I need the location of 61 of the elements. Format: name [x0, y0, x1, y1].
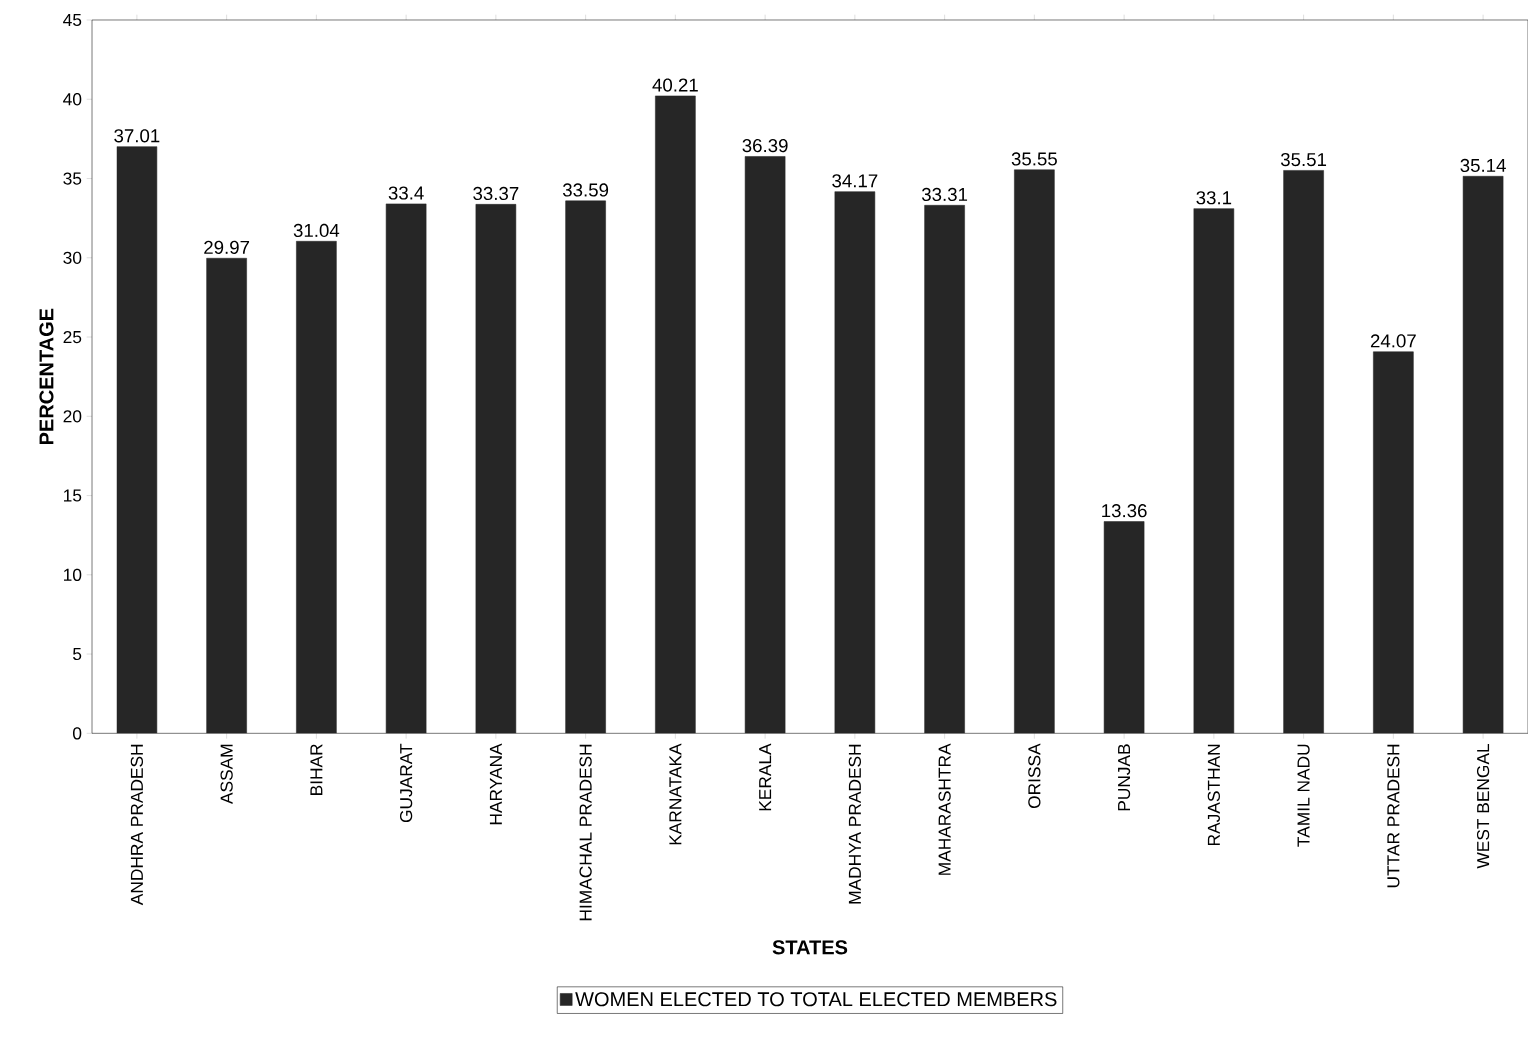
x-tick-label: ORISSA — [1028, 743, 1041, 808]
x-tick-label: MADHYA PRADESH — [848, 744, 861, 904]
bar — [206, 257, 247, 734]
data-label: 36.39 — [742, 138, 788, 153]
x-tick-label: RAJASTHAN — [1207, 744, 1220, 845]
data-label: 35.55 — [1011, 152, 1057, 166]
bar — [116, 146, 158, 734]
y-tick-label: 45 — [63, 13, 82, 26]
bar — [1103, 521, 1145, 734]
data-label: 31.04 — [293, 223, 340, 237]
data-label: 13.36 — [1102, 503, 1147, 518]
y-tick-label: 5 — [73, 647, 82, 660]
y-tick-label: 40 — [63, 92, 82, 106]
y-tick-label: 0 — [72, 727, 82, 740]
bar — [1193, 208, 1235, 734]
bar — [475, 203, 517, 734]
x-tick-label: BIHAR — [310, 744, 323, 795]
bar — [296, 240, 337, 734]
data-label: 40.21 — [652, 78, 698, 92]
x-tick-label: KARNATAKA — [669, 743, 682, 845]
x-tick-label: HARYANA — [489, 743, 502, 824]
data-label: 37.01 — [114, 129, 160, 143]
data-label: 33.59 — [562, 183, 609, 197]
data-label: 33.31 — [921, 187, 968, 201]
data-label: 35.14 — [1460, 158, 1506, 172]
x-tick-label: ASSAM — [220, 744, 233, 804]
data-label: 24.07 — [1370, 334, 1416, 348]
bar — [655, 95, 696, 734]
data-label: 34.17 — [832, 174, 878, 188]
bar — [385, 203, 427, 734]
x-tick-label: KERALA — [759, 743, 772, 811]
x-tick-label: GUJARAT — [399, 743, 413, 822]
x-tick-label: PUNJAB — [1118, 744, 1131, 811]
y-tick-label: 30 — [63, 251, 82, 264]
bar — [924, 204, 965, 734]
bar — [834, 191, 876, 734]
data-label: 33.37 — [473, 186, 519, 200]
bar — [1014, 169, 1055, 734]
y-tick-label: 15 — [64, 489, 82, 502]
y-axis-title: PERCENTAGE — [39, 308, 54, 444]
data-label: 35.51 — [1280, 152, 1327, 167]
y-tick-label: 25 — [63, 330, 82, 344]
y-tick-label: 10 — [64, 568, 82, 581]
bar — [1373, 351, 1414, 734]
x-axis-title: STATES — [772, 940, 848, 955]
x-tick-label: HIMACHAL PRADESH — [579, 744, 592, 920]
legend-label: WOMEN ELECTED TO TOTAL ELECTED MEMBERS — [575, 992, 1057, 1007]
bar — [1462, 175, 1504, 734]
x-tick-label: WEST BENGAL — [1476, 743, 1490, 869]
data-label: 29.97 — [204, 240, 250, 254]
bar — [565, 200, 606, 734]
bar — [1283, 170, 1324, 734]
x-tick-label: ANDHRA PRADESH — [130, 744, 144, 905]
x-tick-label: MAHARASHTRA — [938, 743, 951, 875]
data-label: 33.1 — [1196, 190, 1232, 205]
data-label: 33.4 — [388, 186, 424, 200]
y-tick-label: 35 — [63, 172, 82, 185]
y-tick-label: 20 — [63, 410, 82, 423]
bar — [744, 156, 786, 734]
x-tick-label: TAMIL NADU — [1297, 744, 1310, 847]
x-tick-label: UTTAR PRADESH — [1387, 744, 1400, 887]
